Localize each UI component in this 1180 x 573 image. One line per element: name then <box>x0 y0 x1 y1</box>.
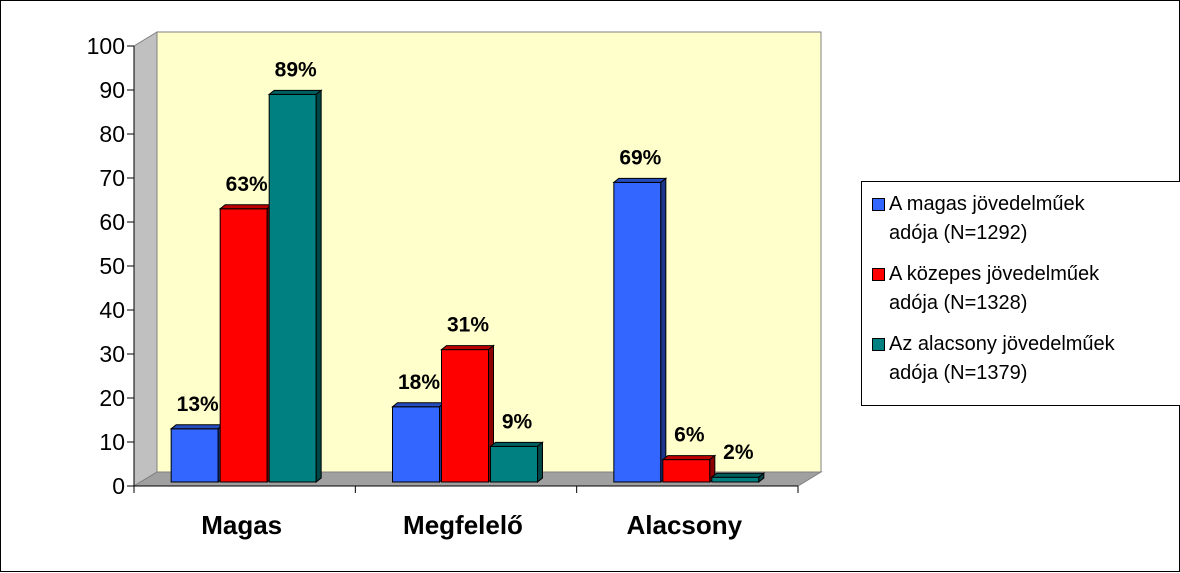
bar <box>613 181 662 483</box>
y-tick-label: 30 <box>99 341 125 367</box>
bar-top <box>440 345 495 351</box>
bar-top <box>267 89 323 95</box>
data-label: 89% <box>275 58 317 81</box>
plot-side-wall <box>133 31 158 487</box>
y-tick-label: 0 <box>112 473 125 499</box>
bar-top <box>489 441 544 447</box>
bar-top <box>710 472 766 478</box>
legend-label-high: A magas jövedelműek adója (N=1292) <box>889 193 1085 244</box>
bar <box>662 459 711 483</box>
legend-label-low: Az alacsony jövedelműek adója (N=1379) <box>889 333 1115 384</box>
y-tick-label: 60 <box>99 209 125 235</box>
data-label: 18% <box>398 371 440 394</box>
bar <box>441 349 489 483</box>
bar-side <box>537 441 543 484</box>
bar-side <box>758 472 765 484</box>
bar <box>490 445 538 483</box>
y-tick-label: 90 <box>99 77 125 103</box>
data-label: 2% <box>723 441 754 464</box>
y-tick-label: 40 <box>99 297 125 323</box>
bar-side <box>660 177 667 484</box>
bar <box>268 93 317 483</box>
bar <box>392 406 440 483</box>
legend-swatch-low <box>872 338 885 351</box>
y-tick-label: 100 <box>87 33 125 59</box>
bar-side <box>315 89 322 484</box>
data-label: 9% <box>502 410 533 433</box>
y-tick-label: 20 <box>99 385 125 411</box>
legend-label-medium: A közepes jövedelműek adója (N=1328) <box>889 263 1100 314</box>
y-tick-label: 10 <box>99 429 125 455</box>
y-tick-label: 70 <box>99 165 125 191</box>
legend-swatch-high <box>872 198 885 211</box>
y-tick-label: 50 <box>99 253 125 279</box>
bar <box>219 208 268 483</box>
data-label: 6% <box>674 424 705 447</box>
data-label: 63% <box>226 173 268 196</box>
category-label: Magas <box>201 510 282 540</box>
chart-legend: A magas jövedelműek adója (N=1292) A köz… <box>861 181 1180 406</box>
data-label: 31% <box>447 314 489 337</box>
bar <box>170 428 219 483</box>
bar-top <box>169 424 225 430</box>
bar-top <box>391 402 446 408</box>
y-tick-label: 80 <box>99 121 125 147</box>
legend-swatch-medium <box>872 268 885 281</box>
data-label: 69% <box>619 146 661 169</box>
category-label: Megfelelő <box>403 510 523 540</box>
bar <box>711 476 760 483</box>
bar-top <box>218 204 274 210</box>
data-label: 13% <box>177 393 219 416</box>
category-label: Alacsony <box>627 510 743 540</box>
bar-top <box>612 177 668 183</box>
bar-top <box>661 455 717 461</box>
